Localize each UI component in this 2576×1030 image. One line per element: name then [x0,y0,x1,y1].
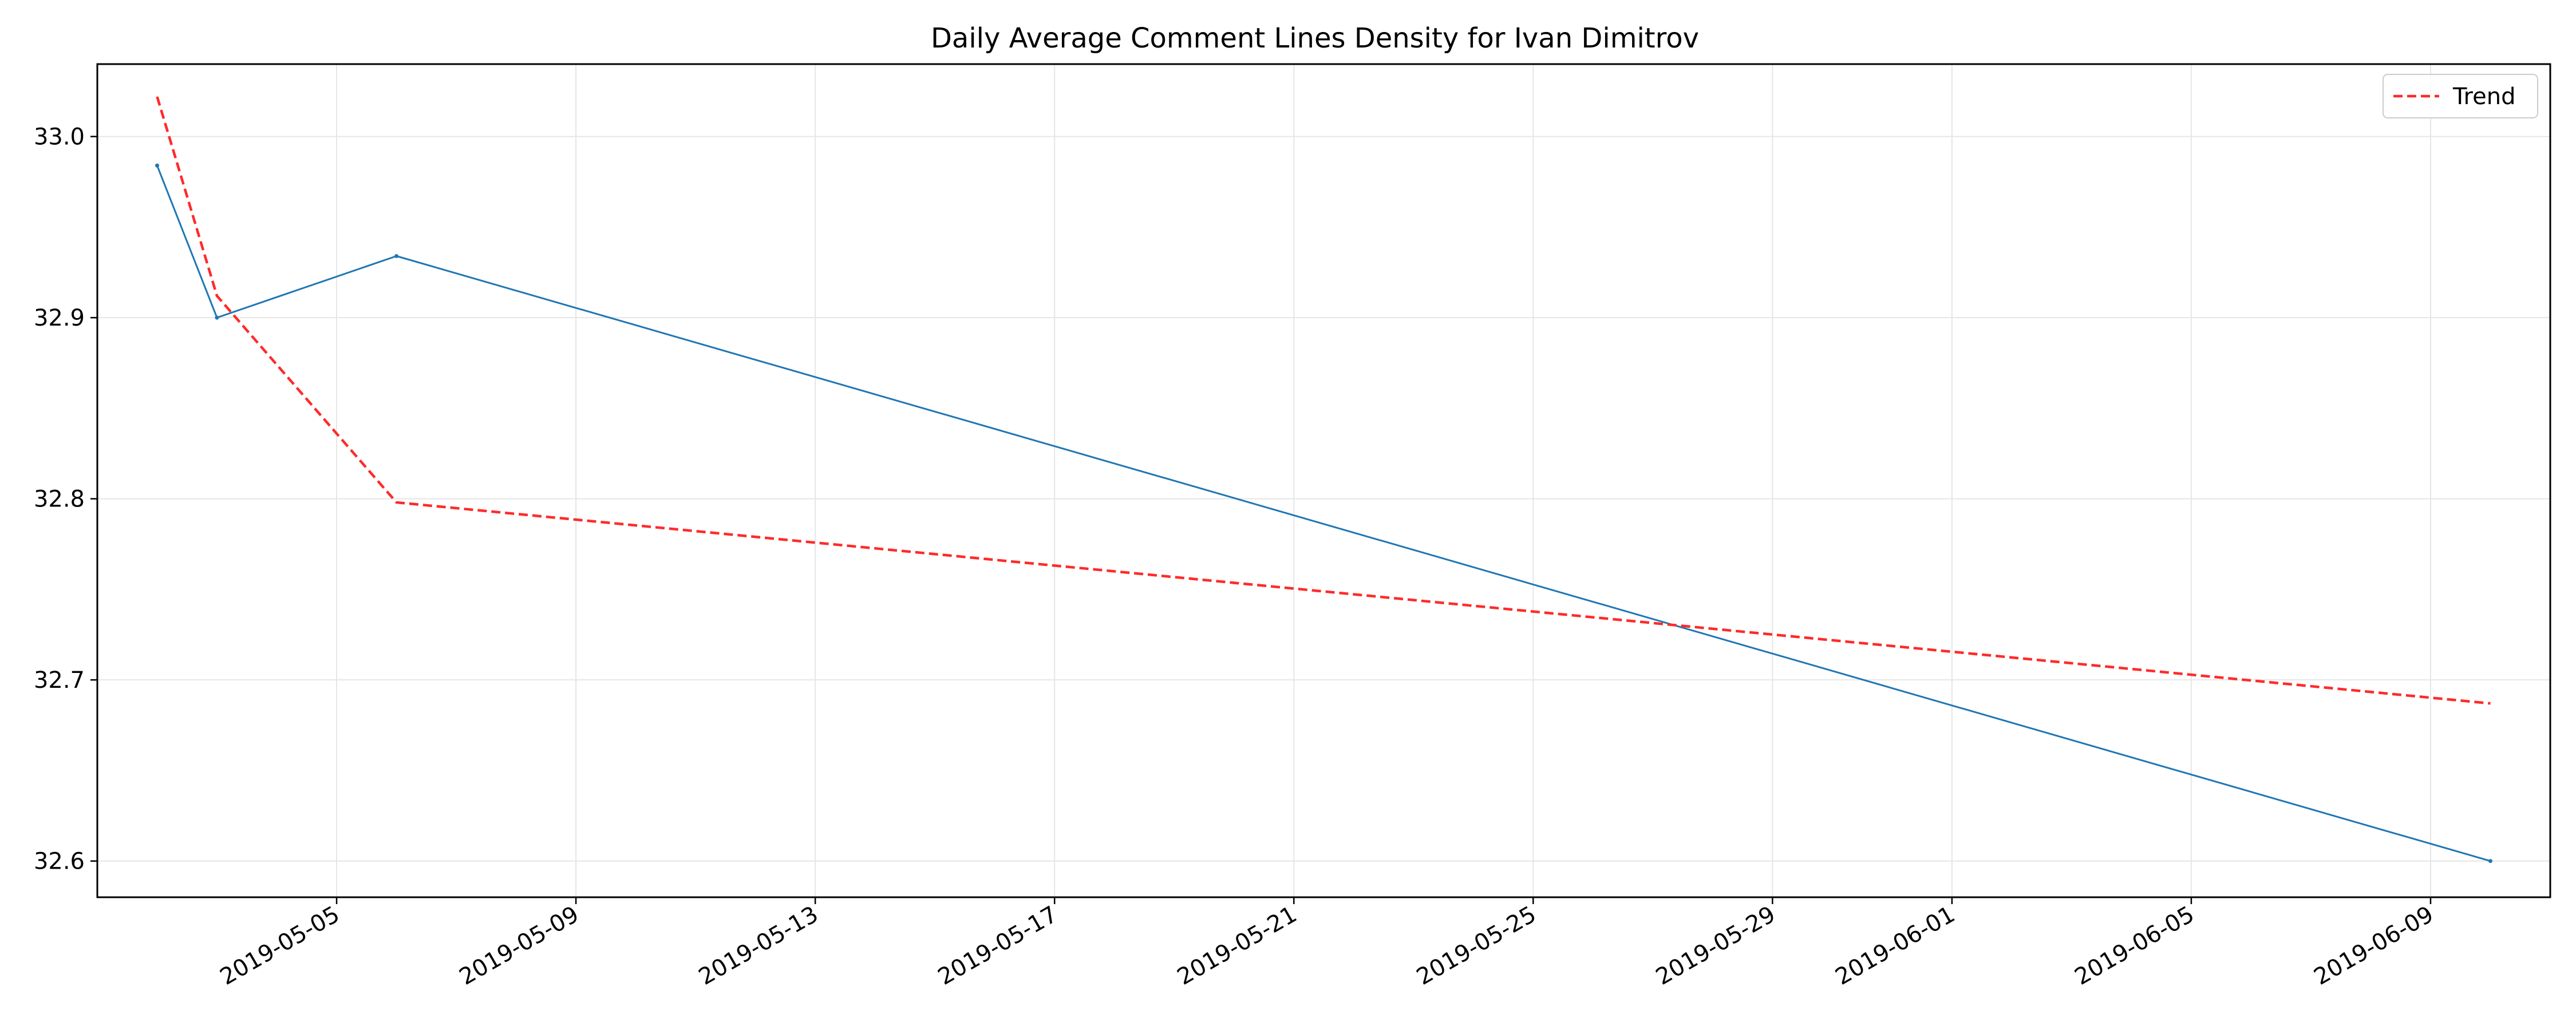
data-point [394,254,399,259]
data-point [2488,859,2492,863]
y-tick-label: 32.8 [34,486,85,513]
legend-box [2383,74,2538,118]
grid [97,64,2550,897]
y-tick-label: 32.9 [34,305,85,331]
series-layer [155,96,2492,863]
chart-title: Daily Average Comment Lines Density for … [931,22,1699,54]
density-series-line [156,165,2491,862]
plot-area-frame [96,63,2551,898]
trend-line [156,96,2491,705]
legend-label: Trend [2452,84,2515,110]
data-point [215,315,219,320]
y-tick-label: 32.6 [34,849,85,875]
legend: Trend [2383,74,2538,118]
y-tick-label: 32.7 [34,667,85,694]
y-tick-label: 33.0 [34,124,85,150]
data-point [155,163,160,168]
